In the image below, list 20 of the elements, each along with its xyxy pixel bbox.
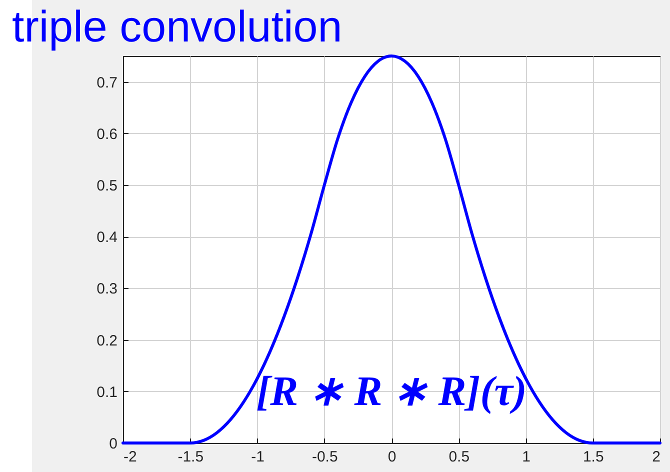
line-series (122, 54, 662, 444)
y-tick-label: 0.7 (96, 74, 118, 92)
y-tick-label: 0.2 (96, 332, 118, 350)
x-tick-label: 1.5 (582, 448, 604, 466)
annotation: [R ∗ R ∗ R](τ) (256, 368, 527, 415)
x-tick-label: -0.5 (312, 448, 338, 466)
x-tick-label: -1 (251, 448, 264, 466)
y-tick-label: 0.1 (96, 384, 118, 401)
x-tick-label: 0 (388, 448, 396, 466)
x-tick-label: 1 (522, 448, 530, 466)
y-tick-label: 0.4 (96, 229, 118, 246)
y-tick-label: 0 (109, 436, 118, 452)
chart-title: triple convolution (12, 2, 342, 52)
y-tick-label: 0.3 (96, 280, 118, 298)
y-tick-label: 0.6 (96, 126, 118, 143)
x-tick-label: 0.5 (448, 448, 470, 466)
x-tick-label: 2 (652, 448, 660, 466)
x-tick-label: -1.5 (178, 448, 204, 466)
y-tick-label: 0.5 (96, 178, 118, 194)
x-tick-label: -2 (124, 448, 137, 466)
